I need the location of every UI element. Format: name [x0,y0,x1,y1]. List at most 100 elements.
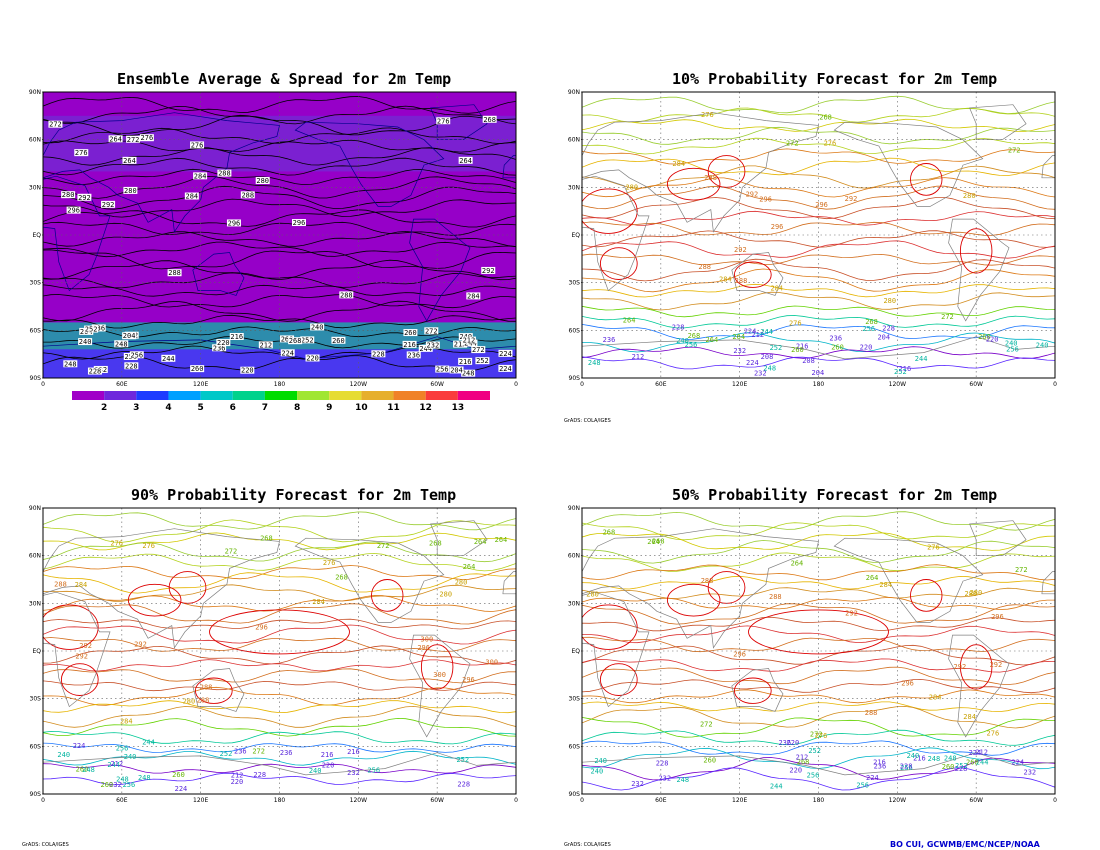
map-panel-p90: 2722682842802762963002882922642562602482… [29,505,518,804]
contour-line [582,332,1055,353]
svg-text:276: 276 [141,134,154,142]
svg-text:248: 248 [138,774,151,782]
lon-tick-label: 120W [889,797,906,804]
svg-text:212: 212 [751,331,764,339]
colorbar-label: 3 [133,403,139,413]
coastline-europe-wrap [502,155,516,179]
contour-line [582,148,1055,165]
colorbar-label: 10 [355,403,368,413]
svg-text:272: 272 [425,327,438,335]
svg-text:276: 276 [142,542,155,550]
contour-label: 296 [815,201,828,209]
svg-text:276: 276 [987,730,1000,738]
contour-label: 276 [987,730,1000,738]
contour-label: 288 [769,593,782,601]
grads-credit-p10: GrADS: COLA/IGES [564,418,611,424]
svg-text:240: 240 [676,337,689,345]
svg-text:288: 288 [735,277,748,285]
contour-label: 232 [733,347,746,355]
svg-text:224: 224 [746,359,759,367]
svg-text:272: 272 [472,346,485,354]
lat-tick-label: 60S [30,743,42,750]
svg-text:240: 240 [907,752,920,760]
svg-text:228: 228 [656,759,669,767]
svg-text:280: 280 [970,589,983,597]
colorbar-swatch [232,391,265,400]
contour-label: 248 [676,776,689,784]
contour-label: 240 [907,752,920,760]
coastline-namerica [294,121,445,207]
svg-text:280: 280 [439,590,452,598]
lat-tick-label: 90N [568,505,580,512]
svg-text:252: 252 [955,762,968,770]
contour-label: 280 [455,579,468,587]
svg-text:280: 280 [883,297,896,305]
contour-line [43,209,516,228]
svg-text:272: 272 [1015,566,1028,574]
contour-label: 292 [134,640,147,648]
svg-text:224: 224 [175,785,188,793]
svg-text:272: 272 [49,121,62,129]
svg-text:288: 288 [701,577,714,585]
svg-text:232: 232 [427,342,440,350]
colorbar-label: 6 [230,403,236,413]
lon-tick-label: 60E [655,797,667,804]
contour-label: 212 [461,336,476,345]
contour-label: 256 [862,325,875,333]
contour-label: 252 [84,325,99,334]
colorbar-swatch [168,391,201,400]
contour-label: 288 [865,709,878,717]
svg-text:212: 212 [632,353,645,361]
svg-text:212: 212 [231,771,244,779]
contour-label: 252 [220,750,233,758]
svg-text:232: 232 [347,769,360,777]
contour-label: 272 [941,313,954,321]
contour-label: 228 [253,771,266,779]
svg-text:220: 220 [787,739,800,747]
contour-label: 292 [746,191,759,199]
contour-label: 228 [457,781,470,789]
contour-label: 220 [322,762,335,770]
lat-tick-label: 60N [568,553,580,560]
contour-loop [733,677,772,704]
svg-text:300: 300 [485,658,498,666]
contour-label: 264 [732,333,745,341]
contour-label: 204 [877,333,890,341]
svg-text:240: 240 [1005,339,1018,347]
contour-label: 288 [698,263,711,271]
svg-text:268: 268 [865,318,878,326]
contour-label: 260 [331,336,346,345]
svg-text:296: 296 [255,624,268,632]
lon-tick-label: 0 [514,797,518,804]
contour-label: 264 [495,536,508,544]
svg-text:204: 204 [877,333,890,341]
svg-text:268: 268 [603,529,616,537]
contour-label: 256 [129,351,144,359]
svg-text:224: 224 [969,749,982,757]
contour-line [582,240,1055,259]
svg-text:260: 260 [101,781,114,789]
svg-text:296: 296 [771,223,784,231]
colorbar-label: 5 [197,403,203,413]
svg-text:288: 288 [865,709,878,717]
contour-label: 224 [175,785,188,793]
contour-label: 292 [845,610,858,618]
svg-text:236: 236 [603,336,616,344]
contour-label: 224 [280,349,295,357]
contour-label: 276 [701,111,714,119]
contour-label: 280 [255,177,270,185]
contour-label: 264 [122,156,137,165]
coastline-namerica [833,121,984,207]
contour-label: 248 [82,766,95,774]
svg-text:256: 256 [862,325,875,333]
contour-label: 240 [1036,342,1049,350]
contour-label: 276 [927,543,940,551]
svg-text:280: 280 [183,698,196,706]
coastline-australia [192,252,245,296]
svg-text:256: 256 [856,782,869,790]
contour-label: 240 [78,338,93,346]
lon-tick-label: 120E [193,797,208,804]
lon-tick-label: 0 [1053,381,1057,388]
svg-text:220: 220 [322,762,335,770]
contour-label: 224 [498,349,513,358]
